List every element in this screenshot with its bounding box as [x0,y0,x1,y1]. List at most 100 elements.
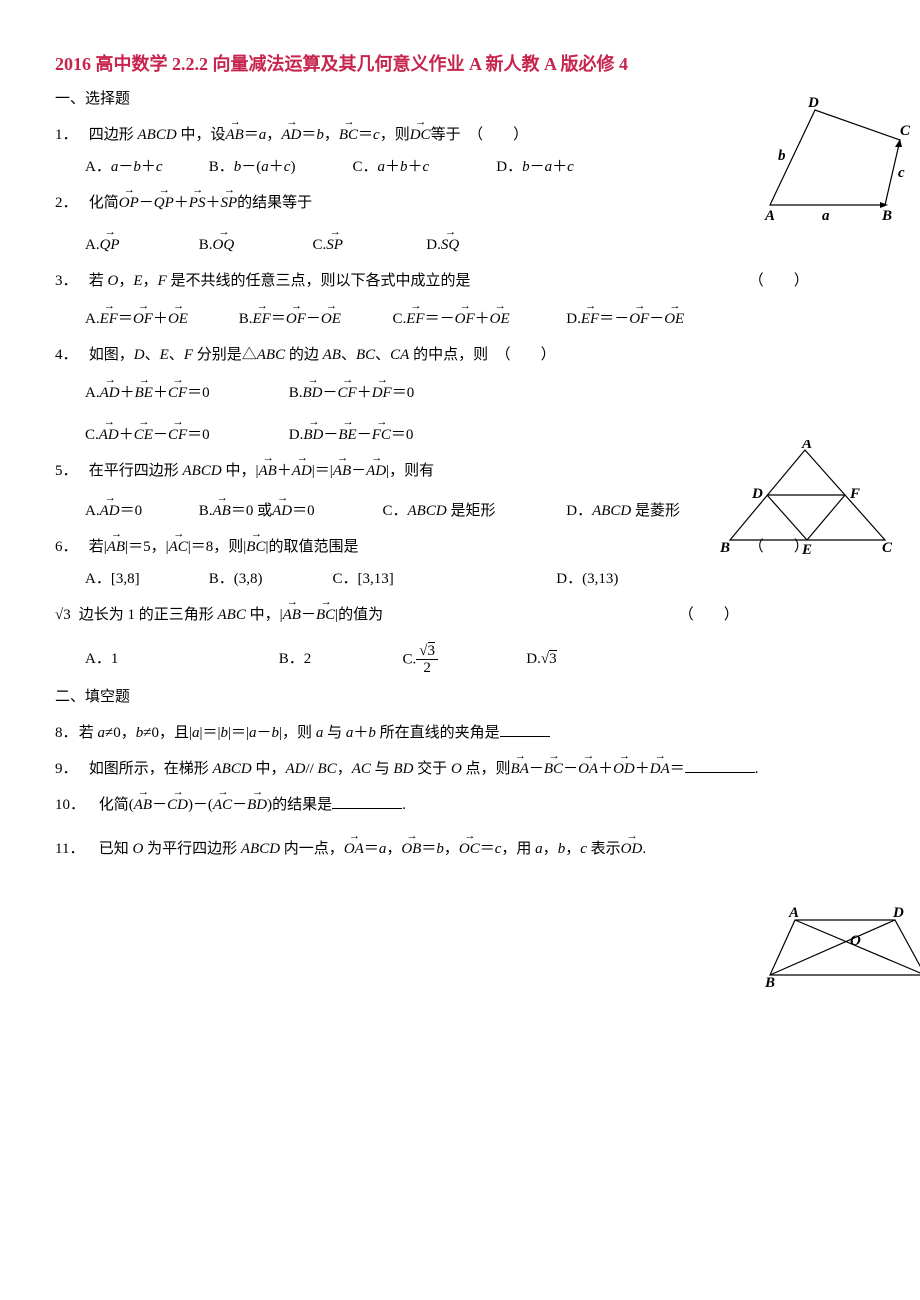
opt-label: C. [403,651,417,667]
vector: QP [154,191,174,215]
vector: OE [168,307,188,331]
opt-label: A. [85,311,100,327]
blank [685,757,755,773]
text: O [133,841,144,857]
vector: OA [578,757,598,781]
text: ＝0 [187,385,210,401]
answer-paren: （ ） [749,269,809,293]
text: 交于 [413,761,451,777]
text: 是矩形 [447,503,496,519]
text: ＝ [244,127,259,143]
text: ABCD [183,463,222,479]
text: |，则有 [386,463,434,479]
svg-text:c: c [898,165,905,181]
text: c [580,841,587,857]
vector: OE [664,307,684,331]
vector: EF [581,307,599,331]
vector: BA [511,757,529,781]
text: ＋ [475,311,490,327]
q2-num: 2． [55,191,85,215]
answer-paren: （ ） [503,347,556,363]
vector: BE [338,423,356,447]
vector: AB [258,459,276,483]
text: ＝0 [187,427,210,443]
text: ) [290,159,295,175]
text: ＝ [670,761,685,777]
opt-a: A．[3,8] [85,567,205,591]
vector: OF [286,307,306,331]
text: 点，则 [462,761,511,777]
vector-AD: AD [281,123,301,147]
text: |＝8，则| [188,539,247,555]
text: b [272,725,280,741]
text: ＋ [174,195,189,211]
text: ≠0， [105,725,136,741]
text: － [614,311,629,327]
vector: CF [168,381,187,405]
vector: OE [321,307,341,331]
text: － [306,311,321,327]
text: － [440,311,455,327]
opt-label: C. [313,237,327,253]
text: // [305,761,317,777]
doc-title: 2016 高中数学 2.2.2 向量减法运算及其几何意义作业 A 新人教 A 版… [55,50,865,79]
question-11: 11． 已知 O 为平行四边形 ABCD 内一点，OA＝a，OB＝b，OC＝c，… [55,837,865,861]
text: a [545,159,553,175]
text: ＋ [269,159,284,175]
text: 的中点，则 [409,347,488,363]
text: ， [118,273,133,289]
vector: AC [169,535,188,559]
denominator: 2 [416,660,438,677]
text: )的结果是 [267,797,332,813]
opt-label: B. [289,385,303,401]
q9-num: 9． [55,757,85,781]
text: BC [318,761,337,777]
text: ≠0，且| [143,725,192,741]
text: － [649,311,664,327]
text: 的结果等于 [237,195,312,211]
text: 中，| [222,463,259,479]
opt-label: B. [199,503,213,519]
vector: OD [621,837,643,861]
text: － [530,159,545,175]
opt-b: B．(3,8) [209,567,329,591]
text: 在平行四边形 [89,463,183,479]
text: ABCD [241,841,280,857]
text: |，则 [279,725,316,741]
text: － [351,463,366,479]
vector: OA [344,837,364,861]
opt-label: A. [85,237,100,253]
text: BD [393,761,413,777]
text: . [755,761,759,777]
section-choice: 一、选择题 [55,87,865,111]
text: a [192,725,200,741]
text: 、 [169,347,184,363]
text: a [378,159,386,175]
q11-num: 11． [55,837,95,861]
vector: AC [213,793,232,817]
text: － [257,725,272,741]
text: ＝ [364,841,379,857]
svg-text:A: A [788,905,799,921]
text: 如图， [89,347,134,363]
vector: OP [119,191,139,215]
vector: CE [134,423,153,447]
vector: BE [135,381,153,405]
vector: AD [272,499,292,523]
text: ABCD [138,127,177,143]
sqrt-val: 3 [428,642,436,659]
text: ＝0 [391,427,414,443]
question-1: 1． 四边形 ABCD 中，设AB＝a，AD＝b，BC＝c，则DC等于 （ ） … [55,123,865,179]
question-7: √3 边长为 1 的正三角形 ABC 中，|AB－BC|的值为 （ ） A．1 … [55,603,865,677]
text: 边长为 1 的正三角形 [79,607,218,623]
q5-options: A.AD＝0 B.AB＝0 或AD＝0 C．ABCD 是矩形 D．ABCD 是菱… [55,499,865,523]
question-8: 8． 若 a≠0，b≠0，且|a|＝|b|＝|a－b|，则 a 与 a＋b 所在… [55,721,865,745]
text: ＋ [141,159,156,175]
text: a [98,725,106,741]
text: AC [352,761,371,777]
svg-text:D: D [807,95,819,111]
text: 与 [323,725,346,741]
q1-options: A．a－b＋c B．b－(a＋c) C．a＋b＋c D．b－a＋c [55,155,865,179]
blank [332,793,402,809]
text: ＝ [421,841,436,857]
